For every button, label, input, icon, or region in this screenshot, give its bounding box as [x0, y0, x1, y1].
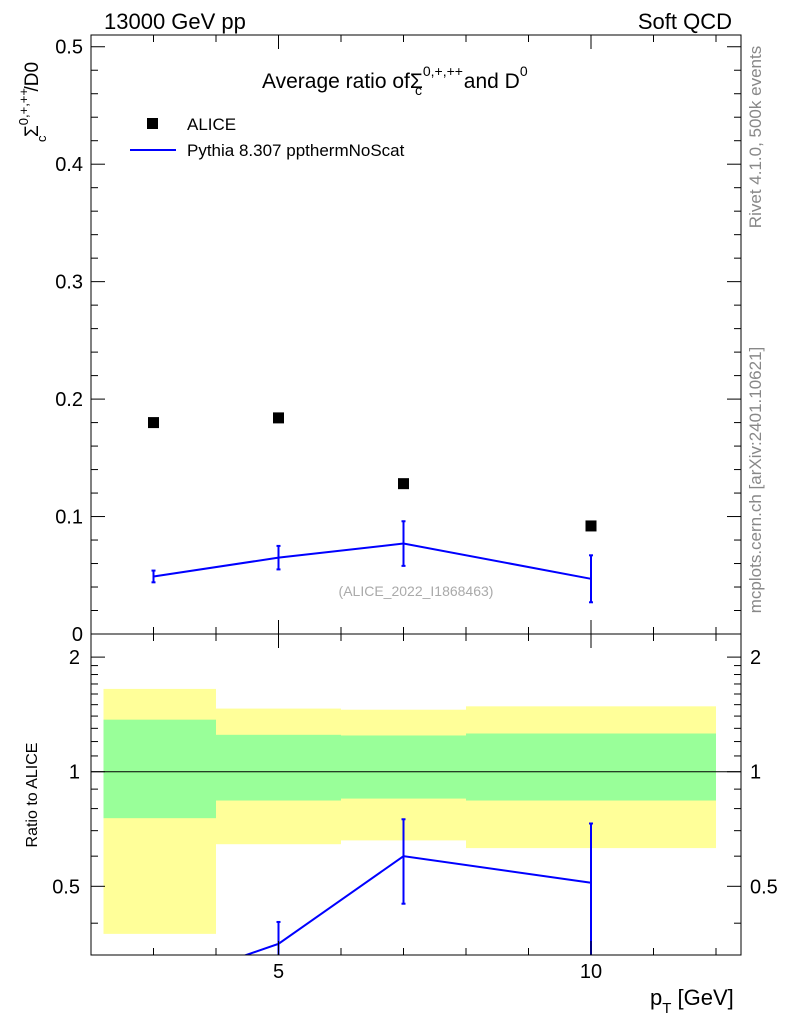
- ylabel-rest: /D0: [22, 62, 43, 92]
- ratio-y-tick-label: 2: [69, 647, 80, 669]
- xlabel-main: p: [650, 985, 662, 1010]
- rivet-label: Rivet 4.1.0, 500k events: [746, 46, 765, 228]
- x-axis-label: pT [GeV]: [650, 985, 734, 1017]
- ratio-y-tick-label-right: 0.5: [750, 876, 778, 898]
- ylabel-sup: 0,+,++: [16, 88, 31, 125]
- ratio-band-inner: [466, 733, 716, 801]
- category-label: Soft QCD: [638, 9, 732, 34]
- title-symbol-sup: 0,+,++: [423, 63, 463, 79]
- title-text: Average ratio of: [262, 70, 410, 93]
- main-title: Average ratio ofΣ0,+,++ c and D0: [262, 63, 528, 98]
- title-and: and D: [458, 70, 520, 93]
- ratio-x-ticks: 5 10: [90, 634, 717, 983]
- pythia-line: [153, 542, 592, 580]
- ratio-y-tick-label: 1: [69, 762, 80, 784]
- main-y-tick-label: 0: [72, 624, 83, 646]
- main-y-tick-label: 0.3: [55, 272, 83, 294]
- xlabel-unit: [GeV]: [671, 985, 733, 1010]
- ratio-band-inner: [103, 719, 216, 819]
- xlabel-sub: T: [662, 1000, 671, 1017]
- x-tick-label: 10: [580, 961, 602, 983]
- ratio-bands: [103, 688, 716, 934]
- legend-marker-alice: [147, 118, 158, 129]
- title-d-sup: 0: [520, 63, 528, 79]
- title-symbol: Σ: [410, 70, 423, 93]
- energy-label: 13000 GeV pp: [104, 9, 246, 34]
- legend: ALICE Pythia 8.307 ppthermNoScat: [130, 115, 405, 160]
- legend-label-pythia: Pythia 8.307 ppthermNoScat: [187, 141, 405, 160]
- main-y-tick-label: 0.1: [55, 507, 83, 529]
- x-tick-label: 5: [273, 961, 284, 983]
- alice-data-point: [398, 478, 409, 490]
- ratio-ylabel: Ratio to ALICE: [24, 743, 41, 848]
- title-symbol-sub: c: [415, 82, 422, 98]
- main-y-tick-label: 0.4: [55, 154, 83, 176]
- ratio-panel: 0.5 0.5 1 1 2 2 5 10 Ratio to ALICE pT [GeV]: [24, 633, 778, 1017]
- main-ylabel: Σ0,+,++ c/D0: [16, 62, 49, 142]
- main-y-tick-label: 0.2: [55, 389, 83, 411]
- alice-data-point: [148, 417, 159, 429]
- pythia-ratio-line: [243, 855, 592, 955]
- legend-label-alice: ALICE: [187, 115, 236, 134]
- ratio-y-tick-label-right: 2: [750, 647, 761, 669]
- ratio-band-inner: [341, 735, 466, 799]
- ratio-y-tick-label-right: 1: [750, 762, 761, 784]
- ratio-y-ticks: 0.5 0.5 1 1 2 2: [52, 647, 778, 924]
- ratio-frame: [90, 633, 742, 956]
- main-panel: (ALICE_2022_I1868463) Average ratio ofΣ0…: [16, 34, 742, 646]
- ylabel-sub: c: [34, 135, 49, 142]
- alice-data-point: [273, 412, 284, 424]
- analysis-watermark: (ALICE_2022_I1868463): [339, 583, 494, 599]
- main-y-ticks: 0 0.1 0.2 0.3 0.4 0.5: [55, 37, 741, 646]
- ratio-band-inner: [216, 734, 341, 801]
- ratio-y-tick-label: 0.5: [52, 876, 80, 898]
- alice-data-point: [585, 520, 597, 532]
- ylabel-symbol: Σ: [22, 125, 43, 137]
- main-y-tick-label: 0.5: [55, 37, 83, 59]
- main-data: [148, 412, 597, 604]
- mcplots-label: mcplots.cern.ch [arXiv:2401.10621]: [746, 347, 765, 613]
